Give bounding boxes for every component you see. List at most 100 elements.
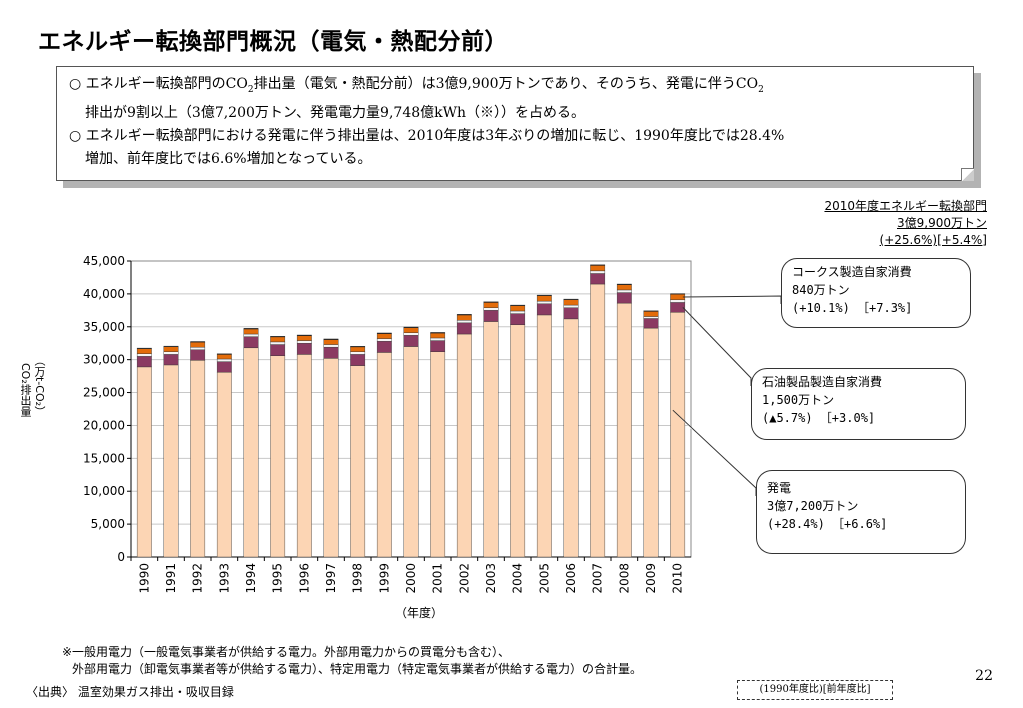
bar-segment [430, 332, 446, 334]
bar-segment [350, 346, 366, 352]
bar-segment [536, 303, 552, 316]
x-tick-label: 2009 [644, 563, 658, 594]
bar-segment [590, 283, 606, 558]
bar-segment [270, 355, 286, 558]
summary-line-1: ○ エネルギー転換部門のCO2排出量（電気・熱配分前）は3億9,900万トンであ… [69, 76, 764, 95]
bar-segment [190, 341, 206, 348]
y-tick-label: 0 [117, 550, 125, 564]
callout-oil: 石油製品製造自家消費 1,500万トン (▲5.7%) ［+3.0%] [751, 368, 966, 440]
bar-segment [216, 353, 232, 355]
bar-segment [430, 340, 446, 352]
y-axis-label: CO₂排出量（万t-CO₂） [19, 355, 46, 418]
x-tick-label: 1996 [297, 563, 311, 594]
bar-segment [510, 305, 526, 312]
bar-segment [136, 366, 152, 558]
bar-segment [243, 336, 259, 349]
bar-segment [616, 283, 632, 285]
bar-segment [590, 264, 606, 266]
bar-segment [190, 341, 206, 343]
bar-segment [616, 284, 632, 291]
source-citation: 〈出典〉 温室効果ガス排出・吸収目録 [26, 685, 234, 699]
bar-segment [190, 349, 206, 361]
ratio-legend: (1990年度比)[前年度比] [737, 680, 893, 700]
x-tick-label: 1990 [137, 563, 151, 594]
bar-segment [163, 345, 179, 347]
bar-segment [296, 335, 312, 341]
x-tick-label: 1992 [191, 563, 205, 594]
bar-segment [670, 293, 686, 295]
bar-segment [670, 312, 686, 558]
bar-segment [403, 327, 419, 333]
bar-segment [243, 333, 259, 337]
summary-line-3: ○ エネルギー転換部門における発電に伴う排出量は、2010年度は3年ぶりの増加に… [69, 127, 785, 144]
bar-segment [643, 327, 659, 558]
bar-segment [536, 294, 552, 296]
x-axis-label: （年度） [395, 606, 444, 620]
bar-segment [270, 336, 286, 338]
page-title: エネルギー転換部門概況（電気・熱配分前） [38, 29, 508, 55]
total-box: 2010年度エネルギー転換部門 3億9,900万トン (+25.6%)[+5.4… [824, 198, 987, 249]
bar-segment [376, 338, 392, 342]
bar-segment [270, 341, 286, 345]
bar-segment [376, 332, 392, 334]
x-tick-label: 2007 [591, 563, 605, 594]
x-tick-label: 1991 [164, 563, 178, 594]
bar-segment [590, 265, 606, 272]
bar-segment [350, 346, 366, 348]
bar-segment [430, 337, 446, 341]
bar-segment [296, 340, 312, 344]
bar-segment [323, 346, 339, 359]
bar-segment [643, 310, 659, 312]
bar-segment [510, 324, 526, 558]
bar-segment [483, 310, 499, 322]
callout-coke: コークス製造自家消費 840万トン (+10.1%) ［+7.3%] [781, 258, 971, 328]
bar-segment [403, 335, 419, 347]
bar-segment [643, 316, 659, 319]
bar-segment [510, 304, 526, 306]
bar-segment [563, 298, 579, 300]
bar-segment [483, 321, 499, 558]
bar-segment [190, 360, 206, 558]
bar-segment [296, 334, 312, 336]
y-tick-label: 35,000 [83, 320, 125, 334]
bar-segment [163, 346, 179, 352]
bar-segment [270, 344, 286, 356]
bar-segment [590, 273, 606, 285]
bar-segment [216, 371, 232, 558]
bar-segment [323, 338, 339, 340]
callout-pointer-power [672, 409, 757, 496]
bar-segment [136, 356, 152, 368]
page-number: 22 [975, 668, 993, 684]
bar-segment [590, 270, 606, 274]
x-tick-label: 2006 [564, 563, 578, 594]
bar-segment [350, 354, 366, 366]
x-tick-label: 2002 [457, 563, 471, 594]
y-tick-label: 25,000 [83, 386, 125, 400]
plot-area [130, 260, 692, 558]
bar-segment [216, 354, 232, 360]
bar-segment [136, 353, 152, 357]
bar-segment [430, 351, 446, 558]
bar-segment [243, 328, 259, 335]
total-box-change: (+25.6%)[+5.4%] [879, 233, 987, 247]
bar-segment [510, 310, 526, 314]
bar-segment [536, 300, 552, 304]
y-tick-label: 10,000 [83, 484, 125, 498]
x-tick-label: 1995 [271, 563, 285, 594]
y-tick-label: 15,000 [83, 451, 125, 465]
x-tick-label: 2005 [537, 563, 551, 594]
callout-power: 発電 3億7,200万トン (+28.4%) ［+6.6%] [756, 470, 966, 554]
bar-segment [536, 314, 552, 558]
bar-segment [296, 343, 312, 355]
y-tick-label: 20,000 [83, 418, 125, 432]
bar-segment [510, 313, 526, 326]
callout-pointer-oil [682, 307, 752, 386]
y-tick-label: 40,000 [83, 287, 125, 301]
bar-segment [216, 358, 232, 362]
bar-segment [350, 365, 366, 558]
x-tick-label: 1998 [351, 563, 365, 594]
bar-segment [403, 346, 419, 558]
bar-segment [670, 302, 686, 313]
x-tick-label: 2003 [484, 563, 498, 594]
bar-segment [296, 354, 312, 558]
